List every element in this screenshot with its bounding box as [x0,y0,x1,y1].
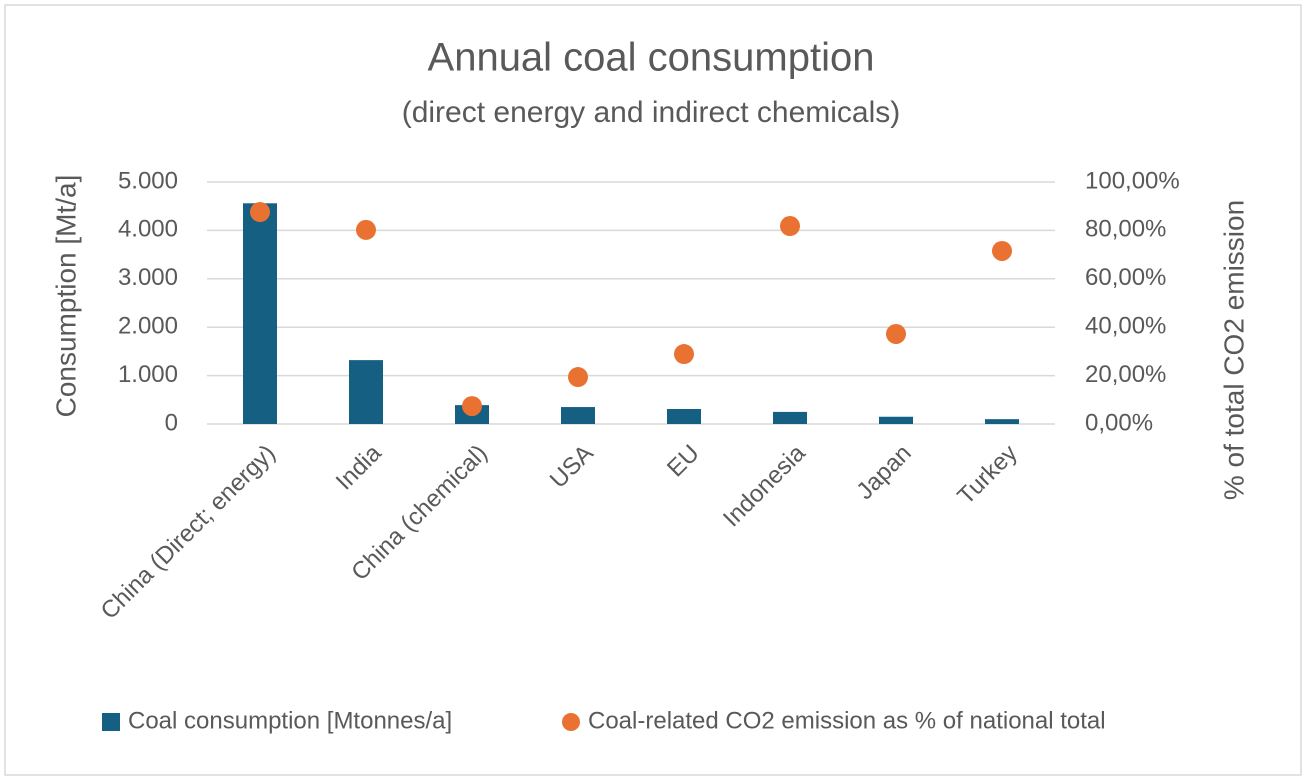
legend-swatch [562,713,580,731]
y-tick-label: 3.000 [118,264,178,291]
y-tick-label: 5.000 [118,167,178,194]
y-axis-title: Consumption [Mt/a] [50,175,81,418]
dot [462,396,482,417]
legend-label: Coal-related CO2 emission as % of nation… [588,707,1106,734]
y2-tick-label: 60,00% [1085,264,1166,291]
legend-swatch [102,713,120,731]
dot [992,240,1012,261]
y2-tick-label: 100,00% [1085,167,1180,194]
bar [773,411,807,424]
y-tick-label: 2.000 [118,313,178,340]
chart-subtitle: (direct energy and indirect chemicals) [402,96,901,129]
dot [568,367,588,388]
bar [985,419,1019,424]
y2-tick-label: 0,00% [1085,409,1153,436]
y2-tick-label: 40,00% [1085,313,1166,340]
chart-border [4,4,1302,776]
y2-axis-title: % of total CO2 emission [1218,200,1249,500]
bar [879,416,913,424]
bar [349,360,383,424]
dot [674,344,694,365]
bar [561,407,595,424]
bar [243,203,277,424]
legend-label: Coal consumption [Mtonnes/a] [128,707,452,734]
y2-tick-label: 80,00% [1085,216,1166,243]
y-tick-label: 1.000 [118,361,178,388]
chart-title: Annual coal consumption [428,36,875,80]
y2-tick-label: 20,00% [1085,361,1166,388]
bar [667,408,701,424]
y-tick-label: 0 [165,409,178,436]
dot [780,216,800,237]
dot [250,202,270,223]
y-tick-label: 4.000 [118,216,178,243]
dot [886,323,906,344]
dot [356,219,376,240]
